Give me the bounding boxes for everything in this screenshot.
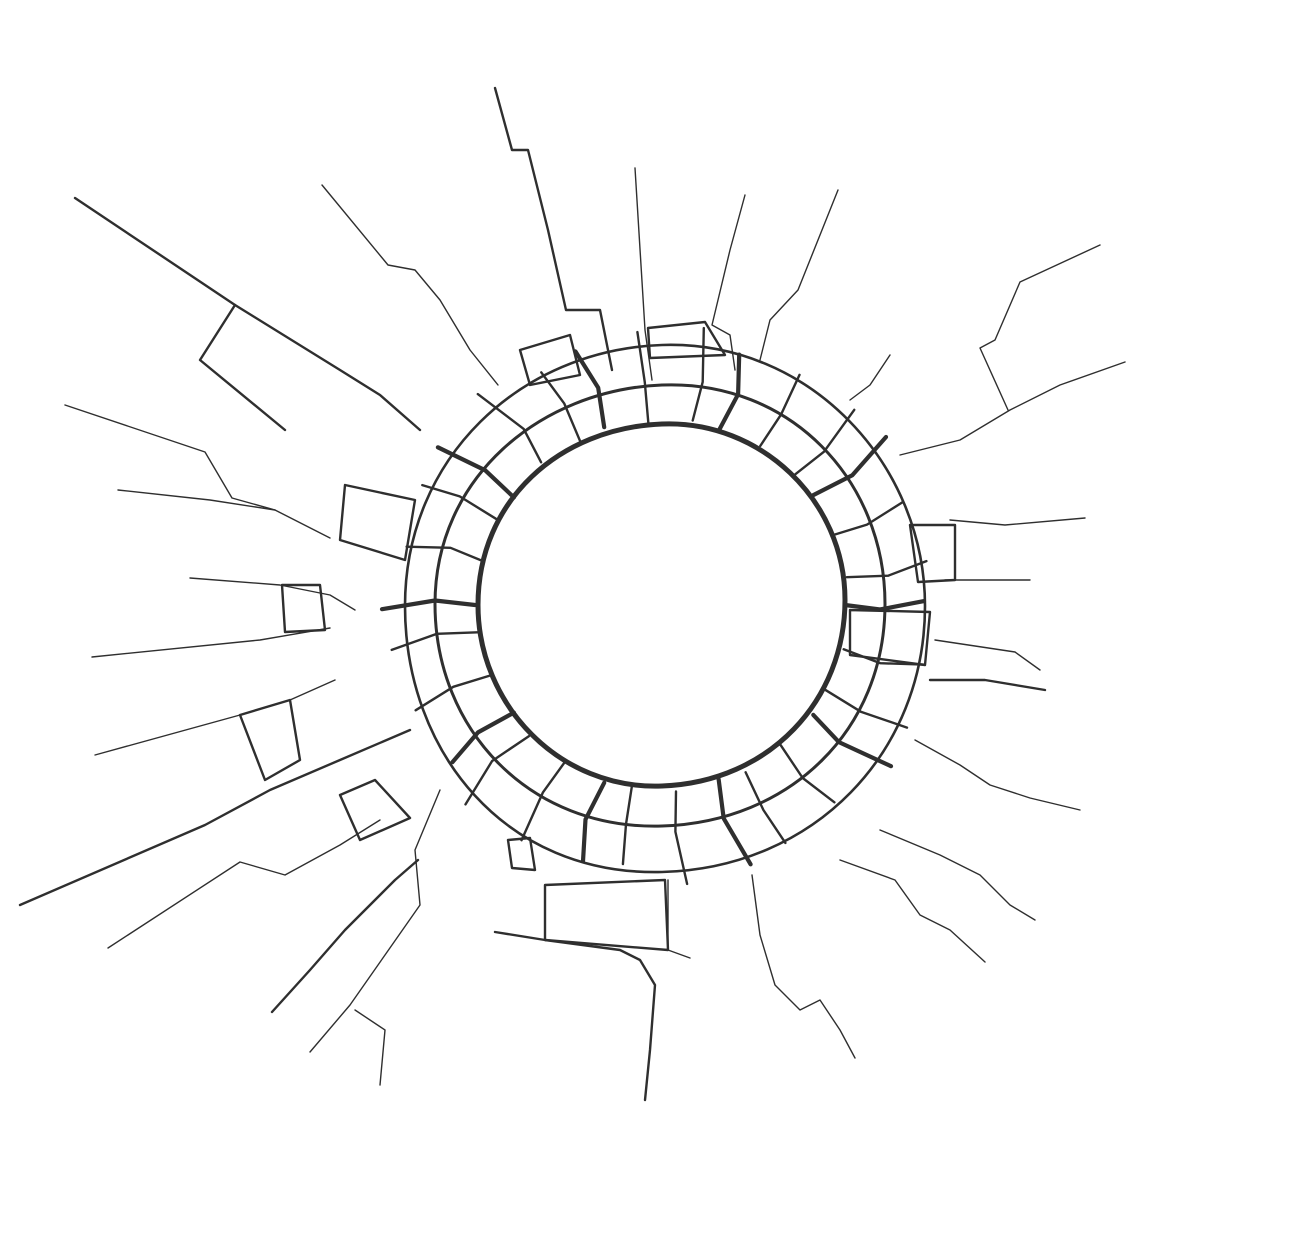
fragment-divider	[811, 712, 894, 769]
crack-upper-left	[73, 196, 422, 432]
crack-upper-right-1	[899, 361, 1126, 456]
fragment-divider	[464, 735, 530, 806]
fragment-left-c	[238, 698, 302, 782]
fragment-ring-inner	[403, 343, 927, 874]
fragment-divider	[845, 559, 928, 579]
fragment-divider	[716, 776, 753, 867]
crack-right-3	[934, 639, 1041, 671]
crack-upper-right-2	[979, 244, 1101, 411]
crack-lower-left-3	[270, 858, 420, 1014]
fragment-divider	[450, 710, 516, 765]
fragment-divider	[520, 759, 567, 842]
fragment-dividers	[379, 326, 928, 886]
crack-left-2	[117, 489, 276, 511]
fragment-divider	[421, 483, 498, 520]
fragment-divider	[744, 771, 787, 845]
fragment-left-a	[338, 483, 417, 562]
fragment-top-b	[646, 320, 727, 360]
fragment-divider	[779, 743, 836, 804]
fragment-divider	[405, 545, 486, 563]
crack-upper-right-3	[849, 354, 891, 401]
crack-top-left	[321, 184, 499, 386]
crack-right-1	[914, 739, 1081, 811]
fragment-divider	[759, 373, 801, 448]
crack-lower-right-1	[839, 859, 986, 963]
fragment-divider	[580, 780, 607, 864]
fragment-divider	[823, 688, 909, 729]
hole-inner-edge	[475, 421, 848, 789]
fragment-divider	[716, 352, 742, 434]
crack-right-5	[949, 517, 1086, 526]
crack-left-3	[189, 577, 356, 611]
crack-top-right	[759, 189, 839, 361]
fragment-divider	[379, 598, 478, 612]
fragment-divider	[435, 445, 516, 500]
fragment-right-a	[908, 523, 957, 584]
crack-lower-left-2	[107, 819, 381, 949]
fragment-divider	[811, 434, 889, 498]
fragment-divider	[573, 349, 607, 430]
fragment-divider	[476, 392, 543, 464]
fragment-left-d	[338, 778, 412, 842]
fragment-divider	[791, 408, 856, 478]
crack-left-1	[64, 404, 331, 539]
crack-top-3	[711, 194, 746, 371]
fragment-right-b	[848, 608, 932, 667]
fragment-divider	[842, 648, 925, 666]
hole-rim	[475, 421, 848, 789]
crack-right-2	[928, 678, 1047, 692]
crack-lower-left-1	[18, 728, 412, 907]
fragment-divider	[540, 371, 582, 443]
fragment-bottom-b	[506, 836, 537, 872]
fragment-bottom-a	[543, 878, 670, 952]
crack-lower-left-4	[309, 789, 441, 1053]
fragment-top-a	[518, 333, 582, 387]
fragment-divider	[691, 326, 705, 422]
crack-bottom-3	[751, 874, 856, 1059]
fragment-ring-1	[433, 383, 887, 828]
crack-top	[493, 86, 614, 372]
fragment-divider	[842, 599, 927, 612]
outer-fragments	[238, 320, 957, 952]
crack-lower-right-2	[879, 829, 1036, 921]
crack-lower-left-5	[354, 1009, 386, 1086]
crack-upper-left-2	[198, 303, 287, 432]
fragment-divider	[674, 790, 689, 886]
crack-top-2	[634, 167, 653, 381]
fragment-ring-2	[403, 343, 927, 874]
fragment-divider	[636, 330, 650, 424]
fragment-divider	[390, 631, 483, 652]
fragment-divider	[830, 500, 905, 537]
fragment-divider	[414, 674, 491, 712]
fragment-divider	[621, 784, 634, 866]
fragment-left-b	[280, 583, 327, 634]
